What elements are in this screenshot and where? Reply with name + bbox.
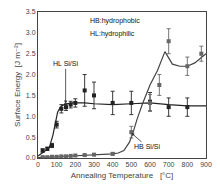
svg-text:HB:hydrophobic: HB:hydrophobic	[90, 17, 140, 25]
svg-text:3.5: 3.5	[26, 8, 36, 15]
svg-text:0.0: 0.0	[26, 154, 36, 161]
svg-text:800: 800	[181, 161, 193, 168]
svg-text:900: 900	[200, 161, 212, 168]
svg-text:3.0: 3.0	[26, 29, 36, 36]
svg-text:Annealing Temperature [°C]: Annealing Temperature [°C]	[71, 171, 174, 180]
svg-text:2.5: 2.5	[26, 50, 36, 57]
svg-text:1.0: 1.0	[26, 113, 36, 120]
svg-text:0.5: 0.5	[26, 134, 36, 141]
svg-text:400: 400	[107, 161, 119, 168]
svg-text:200: 200	[69, 161, 81, 168]
svg-text:0: 0	[36, 161, 40, 168]
svg-text:1.5: 1.5	[26, 92, 36, 99]
svg-text:100: 100	[51, 161, 63, 168]
svg-text:500: 500	[125, 161, 137, 168]
svg-text:600: 600	[144, 161, 156, 168]
svg-text:300: 300	[88, 161, 100, 168]
svg-text:2.0: 2.0	[26, 71, 36, 78]
svg-text:Surface Energy [J m⁻²]: Surface Energy [J m⁻²]	[13, 43, 22, 127]
svg-text:700: 700	[163, 161, 175, 168]
svg-text:HL:hydrophilic: HL:hydrophilic	[90, 30, 135, 38]
svg-text:HB Si/Si: HB Si/Si	[134, 143, 161, 150]
svg-text:HL Si/Si: HL Si/Si	[53, 60, 78, 67]
